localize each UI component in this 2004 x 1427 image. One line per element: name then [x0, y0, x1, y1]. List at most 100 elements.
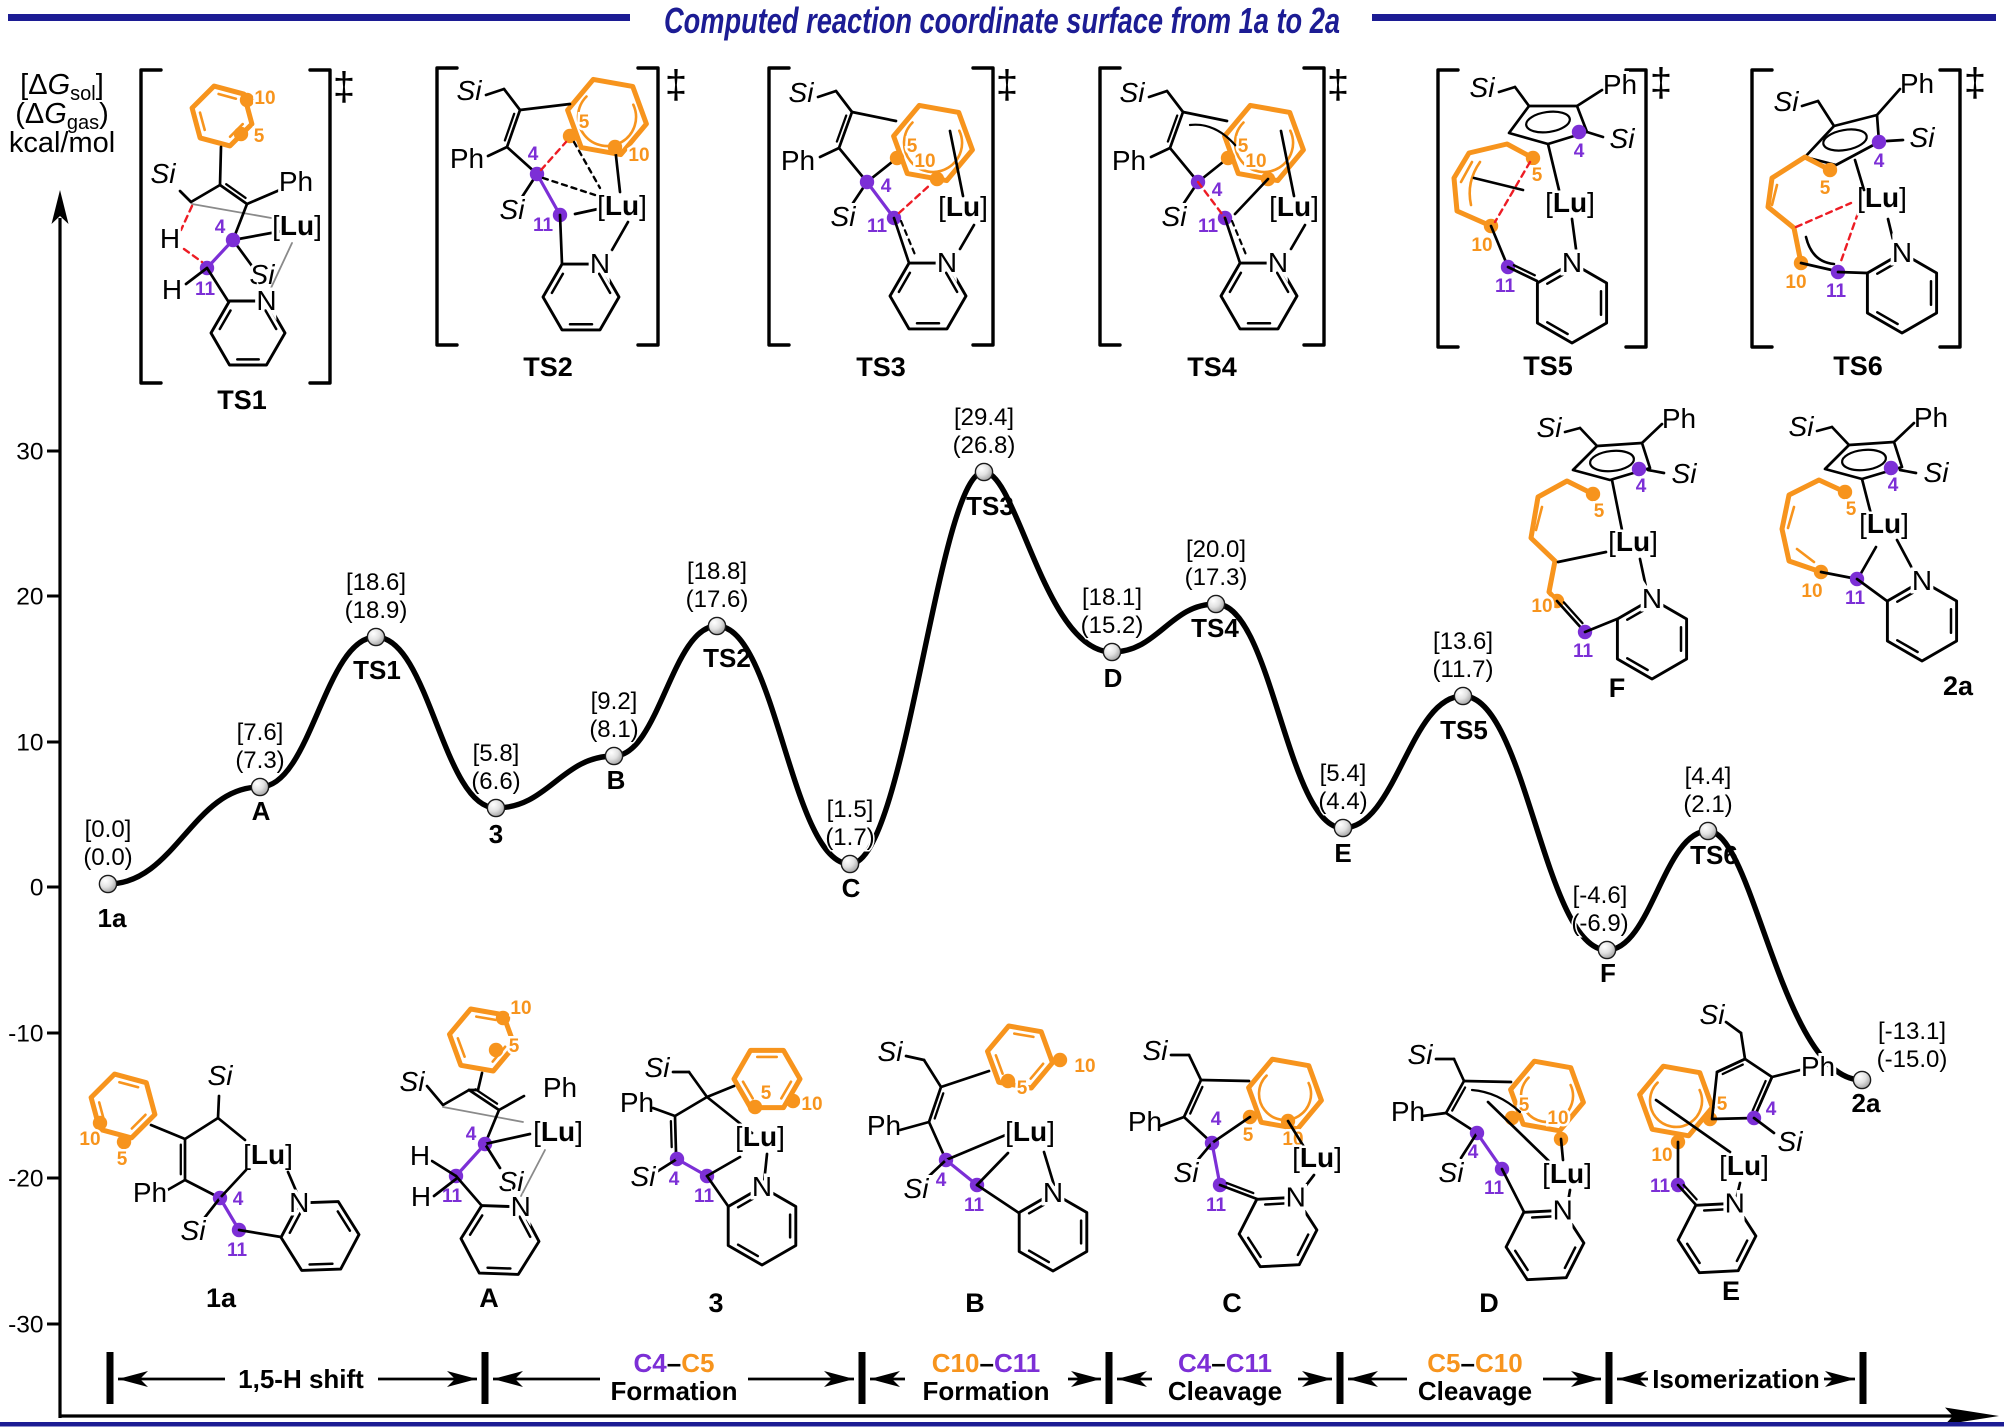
- svg-text:[Lu]: [Lu]: [1719, 1150, 1769, 1181]
- svg-text:[0.0]: [0.0]: [85, 816, 132, 843]
- svg-text:[Lu]: [Lu]: [1857, 182, 1907, 213]
- svg-text:Si: Si: [1778, 1126, 1804, 1157]
- svg-text:D: D: [1104, 663, 1123, 693]
- svg-text:[Lu]: [Lu]: [735, 1121, 785, 1152]
- svg-text:(0.0): (0.0): [83, 844, 132, 871]
- svg-text:Si: Si: [789, 77, 815, 108]
- svg-text:5: 5: [1532, 165, 1543, 186]
- svg-text:(18.9): (18.9): [345, 597, 408, 624]
- svg-text:N: N: [256, 285, 276, 316]
- svg-text:N: N: [1268, 247, 1288, 278]
- svg-text:N: N: [1725, 1187, 1745, 1218]
- svg-text:[5.4]: [5.4]: [1320, 760, 1367, 787]
- svg-text:Ph: Ph: [620, 1087, 654, 1118]
- svg-text:4: 4: [466, 1124, 477, 1145]
- svg-text:11: 11: [1206, 1195, 1227, 1216]
- svg-text:N: N: [511, 1191, 531, 1222]
- svg-text:(1.7): (1.7): [825, 824, 874, 851]
- svg-text:C: C: [1222, 1288, 1242, 1318]
- svg-text:‡: ‡: [1650, 61, 1672, 105]
- svg-text:TS5: TS5: [1523, 351, 1573, 381]
- svg-text:C4–C11: C4–C11: [1178, 1348, 1272, 1378]
- svg-text:5: 5: [1238, 136, 1249, 157]
- svg-text:C5–C10: C5–C10: [1427, 1348, 1522, 1378]
- svg-text:Ph: Ph: [279, 166, 313, 197]
- svg-text:2a: 2a: [1943, 671, 1974, 701]
- svg-text:[Lu]: [Lu]: [1005, 1116, 1055, 1147]
- svg-text:TS3: TS3: [856, 352, 906, 382]
- svg-text:F: F: [1600, 958, 1616, 988]
- svg-text:[18.1]: [18.1]: [1082, 584, 1142, 611]
- svg-text:Computed reaction coordinate s: Computed reaction coordinate surface fro…: [664, 0, 1340, 41]
- svg-text:Ph: Ph: [1391, 1096, 1425, 1127]
- svg-text:10: 10: [801, 1094, 822, 1115]
- svg-text:Si: Si: [500, 194, 526, 225]
- svg-text:-30: -30: [8, 1312, 43, 1339]
- svg-text:Ph: Ph: [1900, 68, 1934, 99]
- svg-text:5: 5: [1017, 1078, 1028, 1099]
- svg-text:2a: 2a: [1852, 1088, 1881, 1118]
- svg-text:(-6.9): (-6.9): [1571, 910, 1628, 937]
- svg-text:(7.3): (7.3): [235, 747, 284, 774]
- svg-text:5: 5: [579, 112, 590, 133]
- svg-text:11: 11: [867, 216, 888, 237]
- svg-text:4: 4: [233, 1189, 244, 1210]
- svg-text:Si: Si: [181, 1215, 207, 1246]
- svg-text:4: 4: [1211, 1109, 1222, 1130]
- svg-text:3: 3: [708, 1288, 723, 1318]
- svg-text:0: 0: [30, 875, 44, 902]
- svg-text:5: 5: [761, 1083, 772, 1104]
- svg-text:11: 11: [1826, 281, 1847, 302]
- svg-text:Formation: Formation: [610, 1376, 737, 1406]
- svg-text:10: 10: [16, 730, 43, 757]
- svg-text:11: 11: [1845, 588, 1866, 609]
- svg-text:[Lu]: [Lu]: [1542, 1158, 1592, 1189]
- svg-text:Si: Si: [1610, 123, 1636, 154]
- svg-text:Si: Si: [1924, 457, 1950, 488]
- svg-text:Si: Si: [1910, 122, 1936, 153]
- svg-text:4: 4: [1636, 476, 1647, 497]
- svg-text:-10: -10: [8, 1021, 43, 1048]
- svg-text:30: 30: [16, 439, 43, 466]
- svg-text:Si: Si: [1120, 77, 1146, 108]
- svg-text:4: 4: [881, 176, 892, 197]
- svg-text:(17.6): (17.6): [686, 586, 749, 613]
- svg-text:TS1: TS1: [353, 655, 401, 685]
- svg-text:Si: Si: [1162, 201, 1188, 232]
- svg-text:[-4.6]: [-4.6]: [1573, 882, 1628, 909]
- svg-text:5: 5: [117, 1149, 128, 1170]
- svg-text:(4.4): (4.4): [1318, 788, 1367, 815]
- svg-text:Si: Si: [250, 259, 276, 290]
- svg-text:4: 4: [1212, 180, 1223, 201]
- svg-text:Ph: Ph: [781, 145, 815, 176]
- svg-text:4: 4: [215, 217, 226, 238]
- svg-text:(2.1): (2.1): [1683, 791, 1732, 818]
- svg-text:[Lu]: [Lu]: [1545, 187, 1595, 218]
- svg-text:10: 10: [1074, 1056, 1095, 1077]
- svg-text:‡: ‡: [996, 63, 1018, 107]
- svg-text:H: H: [160, 223, 180, 254]
- svg-text:H: H: [162, 274, 182, 305]
- svg-text:3: 3: [489, 819, 503, 849]
- svg-text:(-15.0): (-15.0): [1877, 1046, 1948, 1073]
- svg-text:1a: 1a: [206, 1283, 237, 1313]
- svg-text:10: 10: [1471, 235, 1492, 256]
- svg-text:11: 11: [1573, 641, 1594, 662]
- svg-text:5: 5: [1820, 178, 1831, 199]
- svg-text:N: N: [1892, 237, 1912, 268]
- svg-text:[Lu]: [Lu]: [938, 191, 988, 222]
- svg-text:Si: Si: [1700, 999, 1726, 1030]
- svg-text:5: 5: [1594, 501, 1605, 522]
- svg-text:TS4: TS4: [1187, 352, 1237, 382]
- svg-text:N: N: [1553, 1194, 1573, 1225]
- svg-text:5: 5: [509, 1036, 520, 1057]
- svg-text:D: D: [1479, 1288, 1499, 1318]
- svg-text:[Lu]: [Lu]: [533, 1116, 583, 1147]
- svg-text:Si: Si: [831, 201, 857, 232]
- svg-text:E: E: [1334, 838, 1351, 868]
- svg-text:(26.8): (26.8): [953, 432, 1016, 459]
- svg-text:4: 4: [1888, 475, 1899, 496]
- svg-text:Ph: Ph: [1112, 145, 1146, 176]
- svg-text:A: A: [479, 1283, 499, 1313]
- svg-text:Si: Si: [151, 158, 177, 189]
